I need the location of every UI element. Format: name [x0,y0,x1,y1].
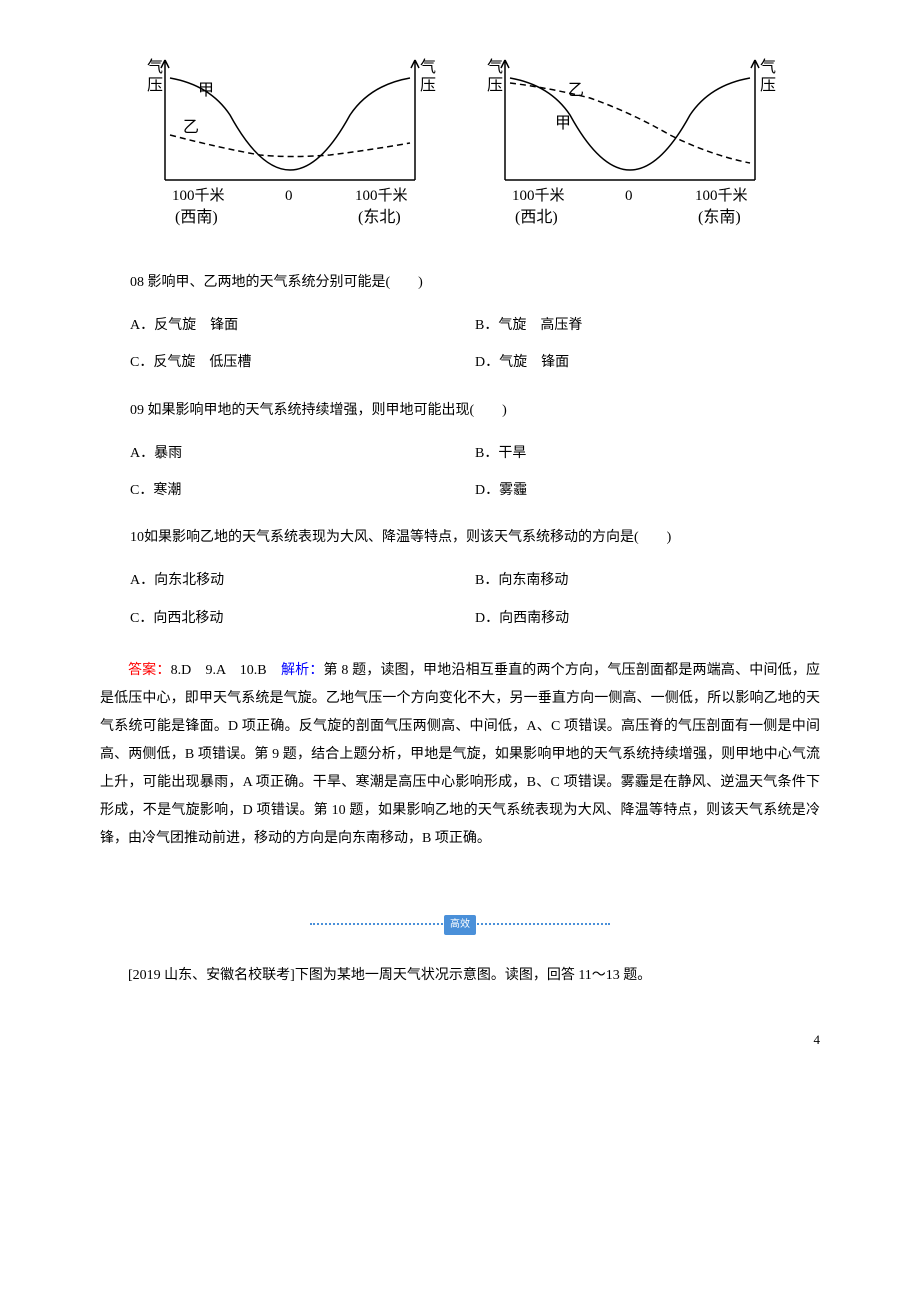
charts-container: 气 压 气 压 甲 乙 100千米 0 100千米 (西南) (东北) 气 压 … [100,40,820,240]
question-8: 08 影响甲、乙两地的天气系统分别可能是( ) A．反气旋 锋面 B．气旋 高压… [100,270,820,382]
q10-option-b: B．向东南移动 [475,568,820,593]
page-number: 4 [100,1028,820,1051]
answer-section: 答案：8.D 9.A 10.B 解析：第 8 题，读图，甲地沿相互垂直的两个方向… [100,657,820,853]
analysis-text: 第 8 题，读图，甲地沿相互垂直的两个方向，气压剖面都是两端高、中间低，应是低压… [100,663,820,846]
chart1-dir-left: (西南) [175,208,218,226]
chart2-xlabel-right: 100千米 [695,187,748,204]
chart2-ylabel-left-2: 压 [487,77,503,94]
chart1-ylabel-right-1: 气 [420,58,436,76]
q10-options: A．向东北移动 B．向东南移动 C．向西北移动 D．向西南移动 [130,562,820,636]
chart2-dir-right: (东南) [698,208,741,226]
chart1-xlabel-left: 100千米 [172,187,225,204]
chart-right-svg: 气 压 气 压 乙 甲 100千米 0 100千米 (西北) (东南) [470,40,790,240]
q8-option-a: A．反气旋 锋面 [130,313,475,338]
question-10: 10如果影响乙地的天气系统表现为大风、降温等特点，则该天气系统移动的方向是( )… [100,525,820,637]
chart-right: 气 压 气 压 乙 甲 100千米 0 100千米 (西北) (东南) [470,40,790,240]
chart2-xlabel-center: 0 [625,188,633,204]
q10-text: 10如果影响乙地的天气系统表现为大风、降温等特点，则该天气系统移动的方向是( ) [130,525,820,550]
chart-left-svg: 气 压 气 压 甲 乙 100千米 0 100千米 (西南) (东北) [130,40,450,240]
chart1-ylabel-left-2: 压 [147,77,163,94]
answer-values: 8.D 9.A 10.B [171,663,281,678]
chart2-ylabel-left-1: 气 [487,58,503,76]
q8-options: A．反气旋 锋面 B．气旋 高压脊 C．反气旋 低压槽 D．气旋 锋面 [130,307,820,381]
chart2-xlabel-left: 100千米 [512,187,565,204]
q9-option-b: B．干旱 [475,441,820,466]
q9-text: 09 如果影响甲地的天气系统持续增强，则甲地可能出现( ) [130,398,820,423]
chart1-jia-label: 甲 [198,82,214,99]
q10-option-c: C．向西北移动 [130,606,475,631]
chart2-yi-label: 乙 [568,82,584,99]
q8-option-c: C．反气旋 低压槽 [130,350,475,375]
section-divider: 高效 [310,913,610,933]
chart1-yi-label: 乙 [183,119,199,136]
answer-label: 答案： [128,663,171,678]
next-section-text: [2019 山东、安徽名校联考]下图为某地一周天气状况示意图。读图，回答 11～… [100,963,820,988]
q10-option-a: A．向东北移动 [130,568,475,593]
chart1-xlabel-center: 0 [285,188,293,204]
chart-left: 气 压 气 压 甲 乙 100千米 0 100千米 (西南) (东北) [130,40,450,240]
q9-option-d: D．雾霾 [475,478,820,503]
q9-option-c: C．寒潮 [130,478,475,503]
chart2-dir-left: (西北) [515,208,558,226]
chart1-ylabel-right-2: 压 [420,77,436,94]
analysis-label: 解析： [281,663,324,678]
chart2-ylabel-right-2: 压 [760,77,776,94]
chart2-ylabel-right-1: 气 [760,58,776,76]
q8-option-d: D．气旋 锋面 [475,350,820,375]
chart1-ylabel-left-1: 气 [147,58,163,76]
q9-option-a: A．暴雨 [130,441,475,466]
q9-options: A．暴雨 B．干旱 C．寒潮 D．雾霾 [130,435,820,509]
chart1-dir-right: (东北) [358,208,401,226]
q10-option-d: D．向西南移动 [475,606,820,631]
divider-badge: 高效 [444,915,476,935]
chart2-jia-label: 甲 [555,115,571,132]
q8-option-b: B．气旋 高压脊 [475,313,820,338]
chart1-xlabel-right: 100千米 [355,187,408,204]
q8-text: 08 影响甲、乙两地的天气系统分别可能是( ) [130,270,820,295]
question-9: 09 如果影响甲地的天气系统持续增强，则甲地可能出现( ) A．暴雨 B．干旱 … [100,398,820,510]
